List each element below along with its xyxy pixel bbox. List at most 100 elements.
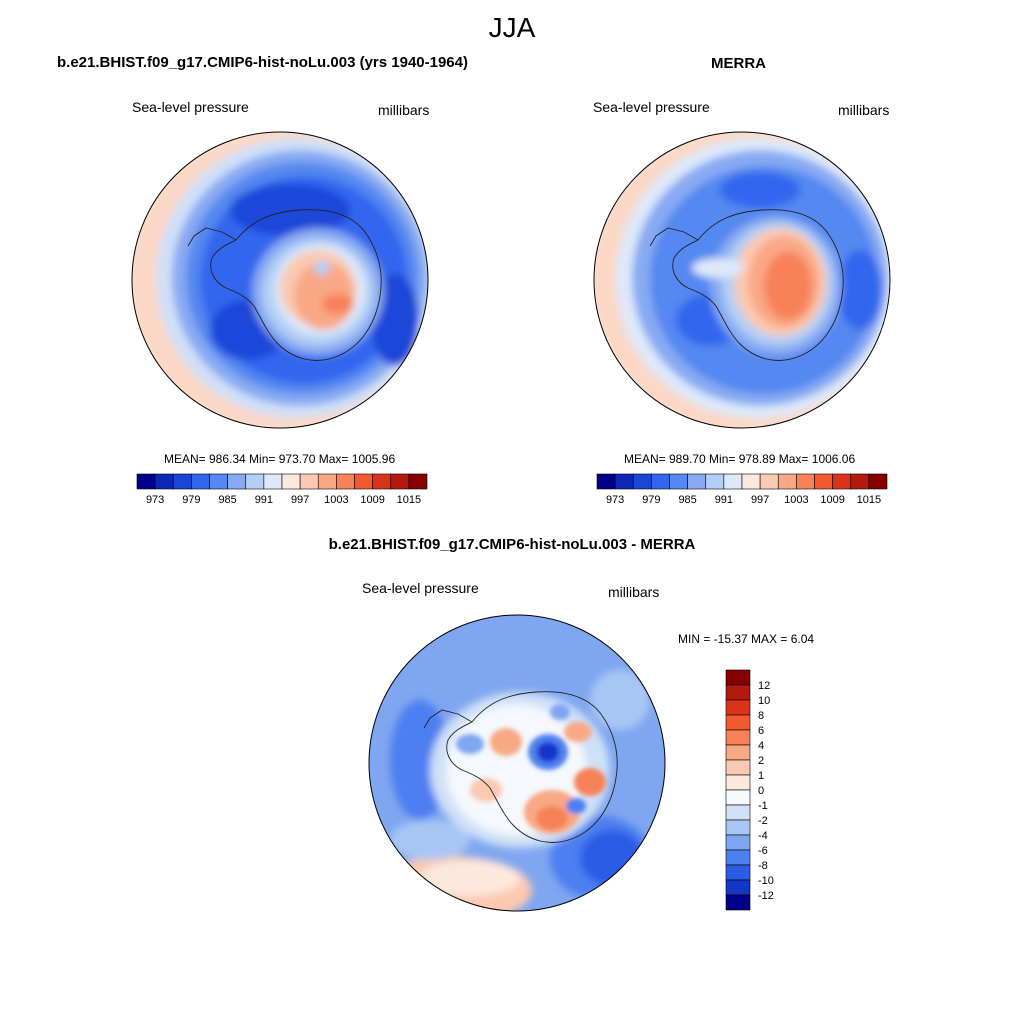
colorbar-swatch [632,473,652,490]
colorbar-swatch [725,864,751,881]
colorbar-swatch [741,473,761,490]
colorbar-tick-label: 8 [758,710,764,722]
colorbar-tick-label: 6 [758,725,764,737]
colorbar-tick-label: -1 [758,800,768,812]
panel-3-stats: MIN = -15.37 MAX = 6.04 [678,632,815,646]
colorbar-swatch [725,759,751,776]
panel-3-coastline [423,691,618,843]
colorbar-swatch [725,729,751,746]
colorbar-tick-label: 2 [758,755,764,767]
colorbar-swatch [814,473,833,490]
colorbar-swatch [669,473,688,490]
colorbar-swatch [725,744,751,761]
colorbar-tick-label: -8 [758,860,768,872]
figure-title: JJA [488,12,536,43]
colorbar-tick-label: 973 [146,494,164,506]
colorbar-tick-label: -12 [758,890,774,902]
panel-2-units-label: millibars [838,102,890,118]
colorbar-swatch [725,699,751,716]
colorbar-swatch [354,473,373,490]
colorbar-tick-label: 10 [758,695,770,707]
colorbar-swatch [725,804,751,821]
panel-1-units-label: millibars [378,102,430,118]
panel-2-coastline [649,209,844,361]
panel-2-variable-label: Sea-level pressure [593,99,710,115]
colorbar-swatch [725,789,751,806]
colorbar-swatch [317,473,337,490]
colorbar-tick-label: 979 [642,494,660,506]
colorbar-swatch [759,473,779,490]
colorbar-swatch [725,879,751,896]
colorbar-tick-label: 4 [758,740,764,752]
colorbar-swatch [172,473,192,490]
colorbar-swatch [245,473,265,490]
colorbar-tick-label: 979 [182,494,200,506]
colorbar-swatch [725,714,751,731]
colorbar-swatch [725,684,751,701]
colorbar-swatch [408,473,428,490]
panel-2-colorbar: 973 979 985 991 997 1003 1009 1015 [596,473,888,506]
colorbar-tick-label: -4 [758,830,768,842]
panel-1-variable-label: Sea-level pressure [132,99,249,115]
colorbar-swatch [725,669,751,686]
colorbar-tick-label: 1009 [820,494,844,506]
panel-1-coastline [187,209,382,361]
colorbar-swatch [191,473,210,490]
colorbar-swatch [227,473,247,490]
colorbar-tick-label: 1 [758,770,764,782]
colorbar-tick-label: 12 [758,680,770,692]
panel-2-title: MERRA [711,55,766,72]
colorbar-swatch [136,473,156,490]
colorbar-swatch [209,473,228,490]
colorbar-swatch [281,473,301,490]
colorbar-swatch [725,819,751,836]
colorbar-tick-label: 1009 [360,494,384,506]
panel-3-title: b.e21.BHIST.f09_g17.CMIP6-hist-noLu.003 … [328,536,696,553]
colorbar-swatch [372,473,392,490]
colorbar-tick-label: -10 [758,875,774,887]
colorbar-swatch [725,774,751,791]
colorbar-tick-label: 1003 [324,494,348,506]
panel-3-variable-label: Sea-level pressure [362,580,479,596]
colorbar-swatch [614,473,634,490]
colorbar-tick-label: -2 [758,815,768,827]
colorbar-tick-label: 1015 [397,494,421,506]
panel-1-stats: MEAN= 986.34 Min= 973.70 Max= 1005.96 [164,452,396,466]
colorbar-tick-label: 1003 [784,494,808,506]
panel-1-map [132,132,428,428]
colorbar-swatch [868,473,888,490]
panel-1-map-border [131,131,429,429]
colorbar-tick-label: 997 [291,494,309,506]
colorbar-swatch [832,473,852,490]
colorbar-tick-label: 0 [758,785,764,797]
panel-2-map [594,132,890,428]
colorbar-tick-label: -6 [758,845,768,857]
panel-3-map-border [368,614,666,912]
colorbar-swatch [596,473,616,490]
colorbar-tick-label: 997 [751,494,769,506]
colorbar-swatch [390,473,410,490]
colorbar-swatch [263,473,283,490]
colorbar-tick-label: 973 [606,494,624,506]
colorbar-swatch [299,473,319,490]
panel-1-title: b.e21.BHIST.f09_g17.CMIP6-hist-noLu.003 … [57,54,468,71]
panel-3-units-label: millibars [608,584,660,600]
colorbar-tick-label: 985 [218,494,236,506]
panel-1-colorbar: 973 979 985 991 997 1003 1009 1015 [136,473,428,506]
colorbar-tick-label: 985 [678,494,696,506]
colorbar-swatch [725,849,751,866]
colorbar-swatch [850,473,870,490]
colorbar-swatch [725,894,751,911]
colorbar-swatch [777,473,797,490]
colorbar-swatch [723,473,743,490]
colorbar-tick-label: 991 [255,494,273,506]
panel-2-stats: MEAN= 989.70 Min= 978.89 Max= 1006.06 [624,452,856,466]
colorbar-swatch [154,473,174,490]
colorbar-swatch [687,473,707,490]
colorbar-swatch [796,473,815,490]
panel-3-map [369,615,665,911]
colorbar-tick-label: 991 [715,494,733,506]
colorbar-swatch [725,834,751,851]
